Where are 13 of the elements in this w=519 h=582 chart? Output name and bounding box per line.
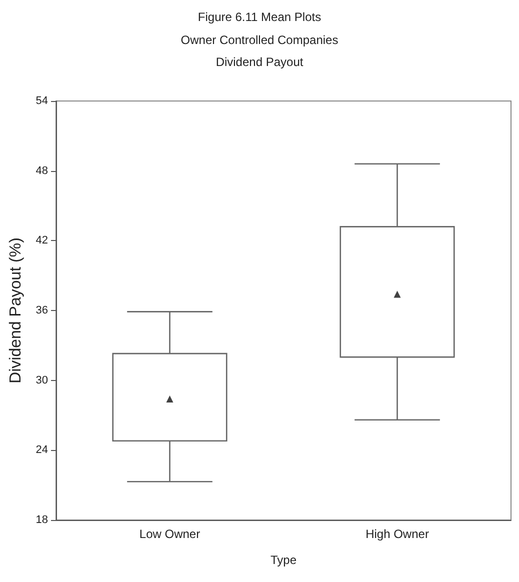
y-tick-label: 30 bbox=[36, 374, 48, 386]
y-tick-label: 36 bbox=[36, 304, 48, 316]
chart-title: Figure 6.11 Mean Plots bbox=[198, 10, 322, 24]
y-tick-label: 24 bbox=[36, 444, 48, 456]
y-tick-label: 54 bbox=[36, 95, 48, 107]
y-axis-title: Dividend Payout (%) bbox=[8, 238, 24, 384]
chart-subtitle: Owner Controlled Companies Dividend Payout bbox=[180, 33, 338, 69]
y-tick-label: 48 bbox=[36, 164, 48, 177]
x-tick-label: High Owner bbox=[366, 527, 429, 541]
y-tick-label: 18 bbox=[36, 514, 48, 526]
x-axis-title: Type bbox=[270, 553, 297, 567]
y-tick-label: 42 bbox=[36, 234, 48, 247]
x-tick-label: Low Owner bbox=[139, 527, 200, 541]
